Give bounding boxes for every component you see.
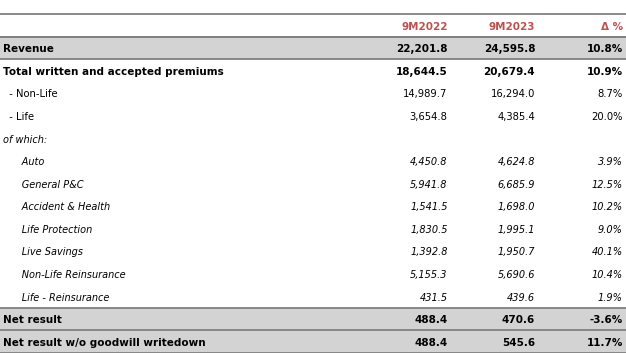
Text: 1,950.7: 1,950.7 (498, 247, 535, 257)
Text: 1,995.1: 1,995.1 (498, 225, 535, 235)
Text: 10.4%: 10.4% (592, 270, 623, 280)
Bar (0, 104, 626, 127)
Text: 1,541.5: 1,541.5 (410, 202, 448, 212)
Text: Δ %: Δ % (601, 22, 623, 31)
Text: 439.6: 439.6 (507, 293, 535, 303)
Text: 11.7%: 11.7% (587, 338, 623, 348)
Bar (0, 285, 626, 308)
Text: 470.6: 470.6 (502, 315, 535, 325)
Text: 12.5%: 12.5% (592, 180, 623, 190)
Text: Life - Reinsurance: Life - Reinsurance (3, 293, 110, 303)
Text: 24,595.8: 24,595.8 (484, 44, 535, 54)
Bar (0, 240, 626, 263)
Text: Net result w/o goodwill writedown: Net result w/o goodwill writedown (3, 338, 206, 348)
Text: 8.7%: 8.7% (598, 89, 623, 99)
Text: - Life: - Life (3, 112, 34, 122)
Text: 1,698.0: 1,698.0 (498, 202, 535, 212)
Text: Non-Life Reinsurance: Non-Life Reinsurance (3, 270, 126, 280)
Text: 5,941.8: 5,941.8 (410, 180, 448, 190)
Text: 1.9%: 1.9% (598, 293, 623, 303)
Text: - Non-Life: - Non-Life (3, 89, 58, 99)
Bar (0, 195, 626, 217)
Text: 1,830.5: 1,830.5 (410, 225, 448, 235)
Text: 6,685.9: 6,685.9 (498, 180, 535, 190)
Text: General P&C: General P&C (3, 180, 84, 190)
Bar (0, 59, 626, 82)
Text: 10.2%: 10.2% (592, 202, 623, 212)
Bar (0, 217, 626, 240)
Text: 5,155.3: 5,155.3 (410, 270, 448, 280)
Text: 14,989.7: 14,989.7 (403, 89, 448, 99)
Text: 20.0%: 20.0% (592, 112, 623, 122)
Text: Net result: Net result (3, 315, 62, 325)
Bar (0, 330, 626, 353)
Text: 3,654.8: 3,654.8 (409, 112, 448, 122)
Bar (0, 127, 626, 150)
Text: 3.9%: 3.9% (598, 157, 623, 167)
Text: 16,294.0: 16,294.0 (491, 89, 535, 99)
Bar (0, 308, 626, 330)
Text: 10.8%: 10.8% (587, 44, 623, 54)
Text: Live Savings: Live Savings (3, 247, 83, 257)
Text: 20,679.4: 20,679.4 (484, 67, 535, 77)
Text: 9M2022: 9M2022 (401, 22, 448, 31)
Text: Accident & Health: Accident & Health (3, 202, 110, 212)
Bar (0, 14, 626, 37)
Text: 4,624.8: 4,624.8 (498, 157, 535, 167)
Text: -3.6%: -3.6% (590, 315, 623, 325)
Text: 488.4: 488.4 (414, 338, 448, 348)
Text: 18,644.5: 18,644.5 (396, 67, 448, 77)
Text: 431.5: 431.5 (419, 293, 448, 303)
Bar (0, 150, 626, 172)
Bar (0, 82, 626, 104)
Text: 22,201.8: 22,201.8 (396, 44, 448, 54)
Text: Life Protection: Life Protection (3, 225, 93, 235)
Text: Total written and accepted premiums: Total written and accepted premiums (3, 67, 224, 77)
Bar (0, 37, 626, 59)
Text: 4,450.8: 4,450.8 (410, 157, 448, 167)
Bar (0, 263, 626, 285)
Text: 9.0%: 9.0% (598, 225, 623, 235)
Text: 4,385.4: 4,385.4 (498, 112, 535, 122)
Text: 488.4: 488.4 (414, 315, 448, 325)
Text: 1,392.8: 1,392.8 (410, 247, 448, 257)
Text: 40.1%: 40.1% (592, 247, 623, 257)
Text: Auto: Auto (3, 157, 44, 167)
Text: Revenue: Revenue (3, 44, 54, 54)
Text: 545.6: 545.6 (502, 338, 535, 348)
Text: 9M2023: 9M2023 (489, 22, 535, 31)
Text: of which:: of which: (3, 134, 47, 144)
Bar (0, 172, 626, 195)
Text: 5,690.6: 5,690.6 (498, 270, 535, 280)
Text: 10.9%: 10.9% (587, 67, 623, 77)
